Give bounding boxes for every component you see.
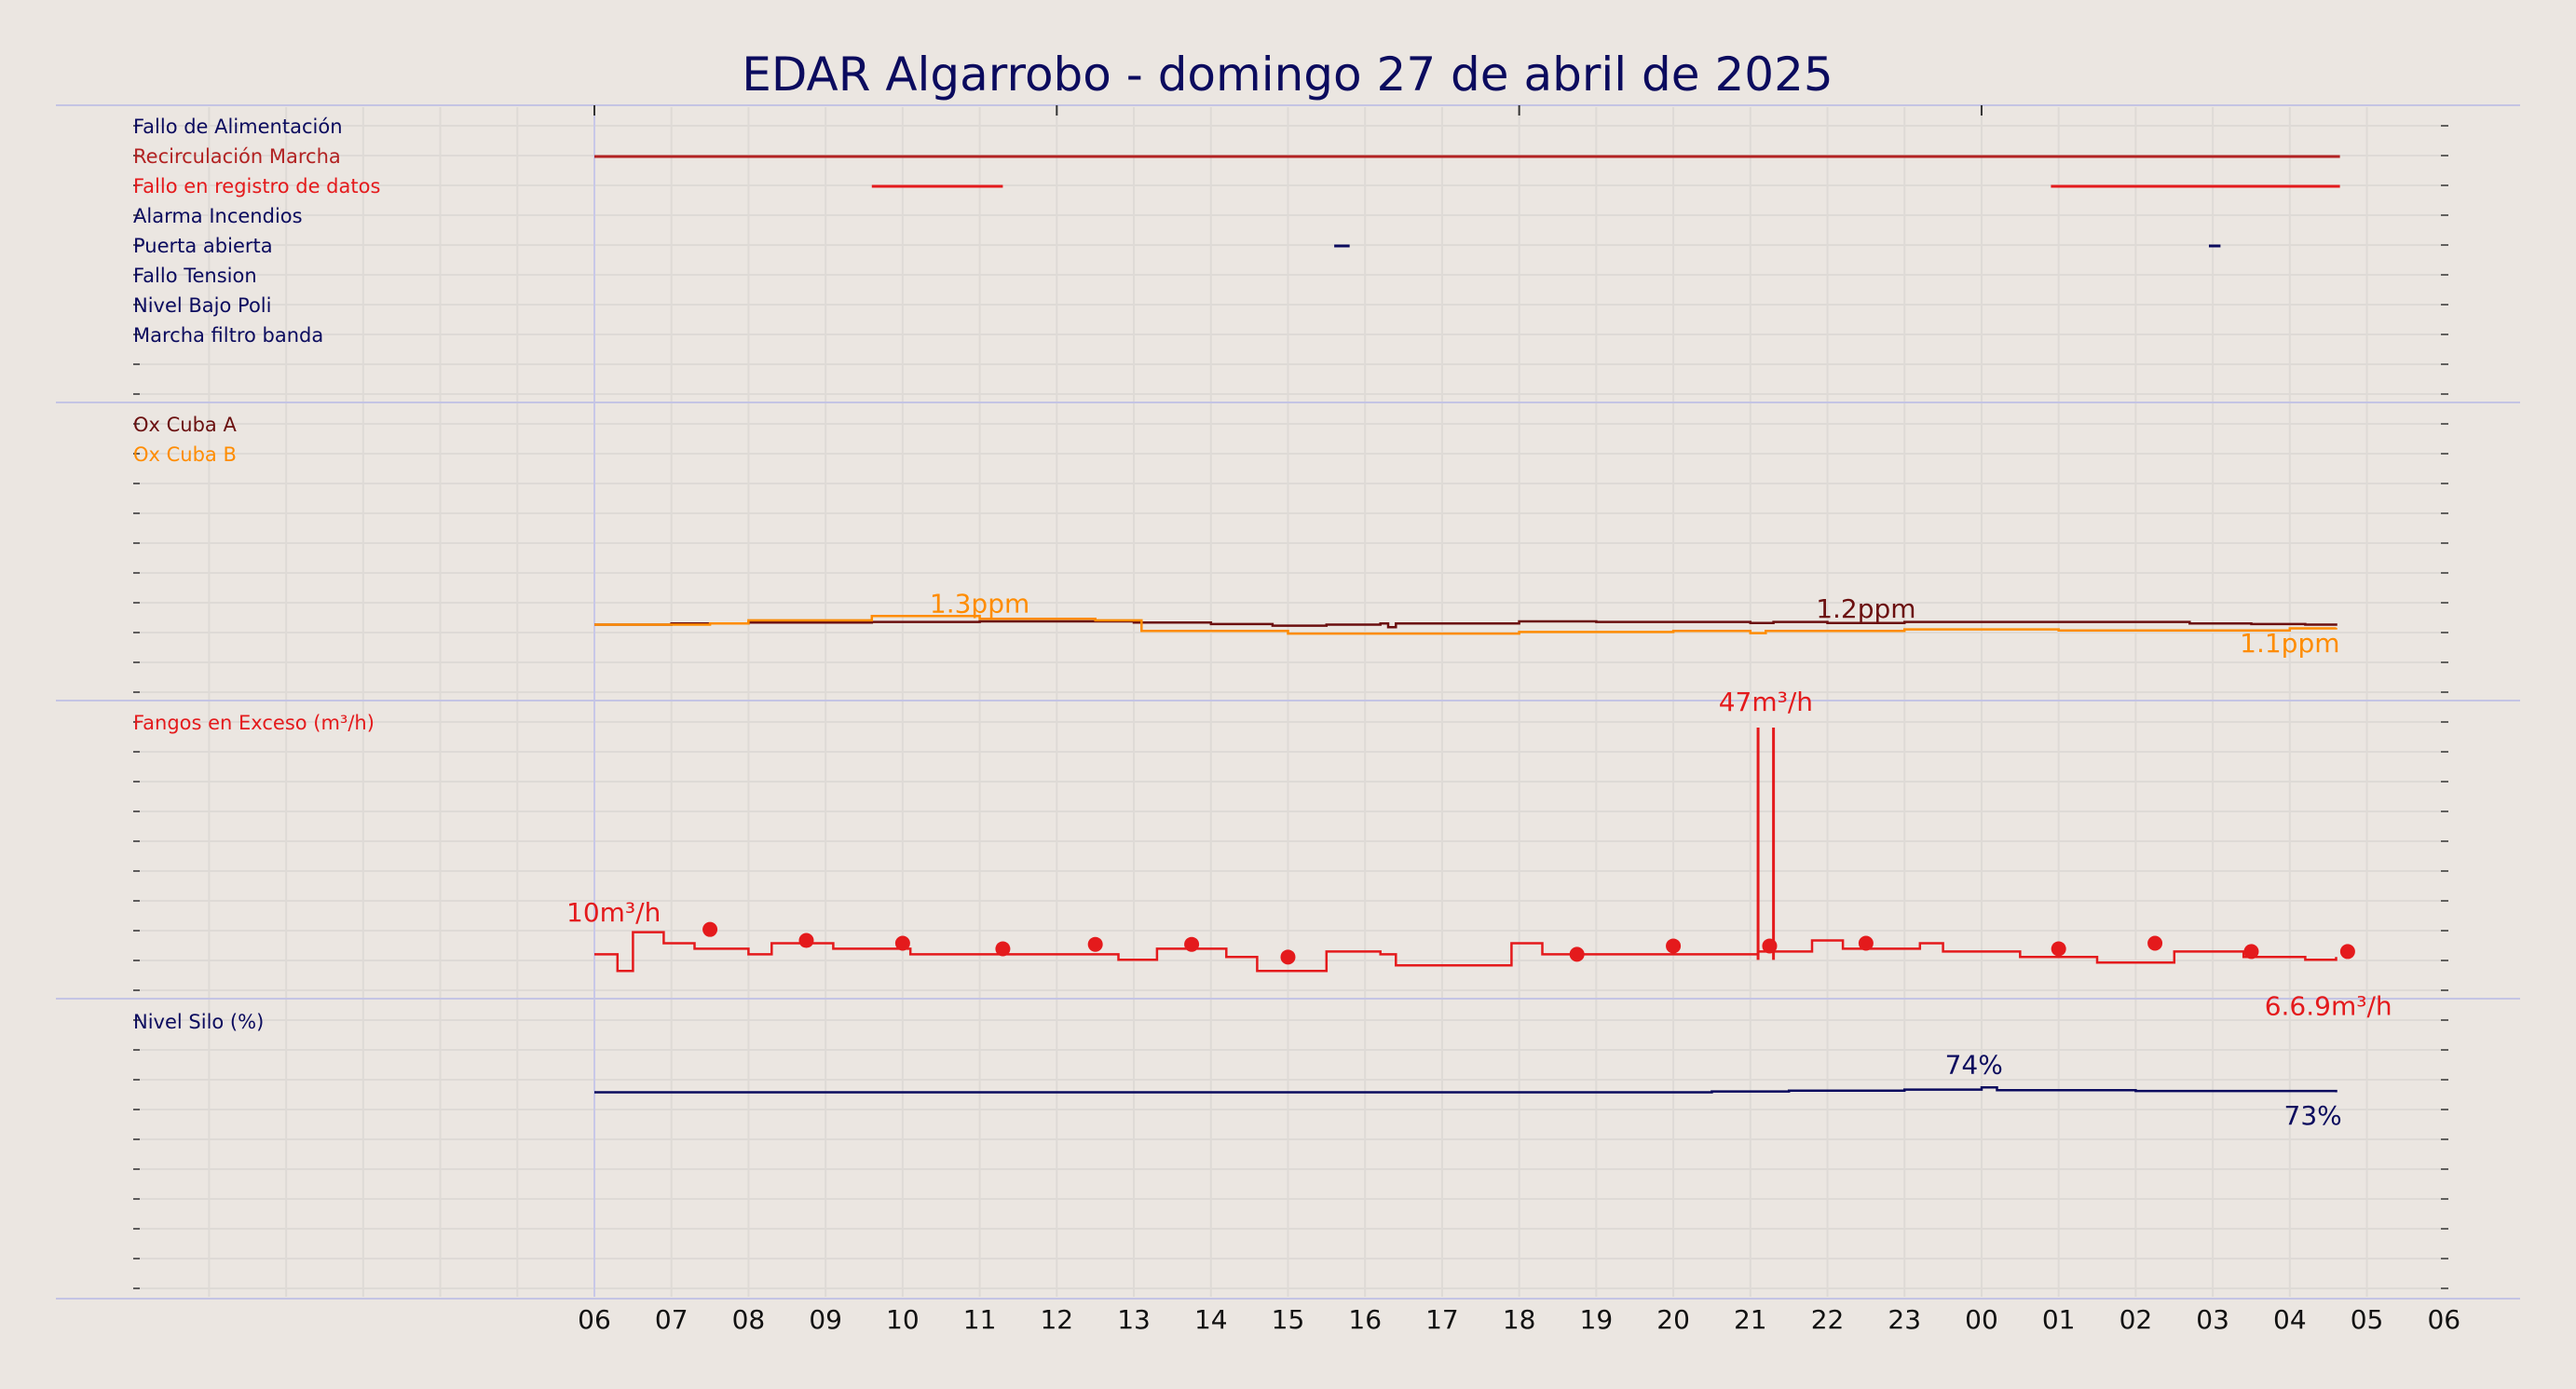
signal-label: Nivel Bajo Poli: [133, 294, 271, 317]
data-marker: [1087, 936, 1103, 952]
chart-title: EDAR Algarrobo - domingo 27 de abril de …: [742, 48, 1833, 102]
signal-label: Recirculación Marcha: [133, 145, 341, 168]
value-label: 1.2ppm: [1816, 593, 1915, 624]
data-marker: [1184, 936, 1200, 952]
x-tick-label: 00: [1965, 1304, 1998, 1335]
series-label: Fangos en Exceso (m³/h): [133, 712, 375, 734]
grid-layer: [133, 107, 2448, 1297]
value-label: 10m³/h: [566, 897, 661, 928]
data-marker: [2051, 941, 2066, 957]
x-tick-label: 04: [2273, 1304, 2307, 1335]
data-marker: [2147, 935, 2163, 951]
x-tick-label: 14: [1194, 1304, 1228, 1335]
data-marker: [2243, 944, 2259, 960]
signal-label: Puerta abierta: [133, 235, 273, 257]
x-tick-label: 03: [2196, 1304, 2229, 1335]
data-marker: [894, 935, 910, 951]
value-label: 1.1ppm: [2240, 628, 2339, 659]
data-marker: [995, 941, 1011, 957]
x-tick-label: 15: [1272, 1304, 1305, 1335]
annotations: 1.2ppm 1.3ppm 1.1ppm 10m³/h 47m³/h 6.6.9m³/h 7…: [566, 588, 2392, 1131]
x-tick-label: 06: [578, 1304, 611, 1335]
x-tick-label: 05: [2351, 1304, 2384, 1335]
x-tick-label: 02: [2119, 1304, 2153, 1335]
panel-separators: [56, 104, 2520, 1300]
value-label: 74%: [1945, 1049, 2003, 1080]
value-label: 73%: [2284, 1100, 2342, 1131]
data-marker: [1666, 938, 1682, 954]
x-tick-label: 11: [963, 1304, 997, 1335]
data-marker: [1858, 935, 1874, 951]
x-tick-label: 23: [1888, 1304, 1921, 1335]
signal-label: Fallo en registro de datos: [133, 175, 380, 197]
x-tick-label: 21: [1734, 1304, 1767, 1335]
x-tick-label: 06: [2427, 1304, 2460, 1335]
data-marker: [1762, 938, 1778, 954]
data-marker: [798, 933, 814, 948]
x-tick-label: 07: [655, 1304, 688, 1335]
signal-label: Fallo Tension: [133, 265, 257, 287]
signal-label: Marcha filtro banda: [133, 324, 323, 347]
data-marker: [2339, 944, 2355, 960]
x-tick-label: 17: [1425, 1304, 1459, 1335]
data-layer: [594, 155, 2355, 1094]
series-labels: Fallo de Alimentación Recirculación March…: [133, 116, 380, 1033]
x-axis-ticks: 06 07 08 09 10 11 12 13 14 15 16 17 18 19 20 21 22 23 00 01…: [578, 105, 2460, 1335]
value-label: 47m³/h: [1719, 687, 1813, 717]
series-label: Ox Cuba B: [133, 443, 237, 466]
data-marker: [1280, 949, 1296, 965]
series-line: [594, 1086, 2337, 1094]
signal-label: Alarma Incendios: [133, 205, 303, 227]
x-tick-label: 18: [1503, 1304, 1536, 1335]
x-tick-label: 20: [1656, 1304, 1690, 1335]
series-label: Nivel Silo (%): [133, 1011, 264, 1033]
series-line: [594, 615, 2337, 635]
x-tick-label: 10: [886, 1304, 920, 1335]
value-label: 1.3ppm: [930, 588, 1029, 619]
x-tick-label: 01: [2042, 1304, 2076, 1335]
x-tick-label: 22: [1811, 1304, 1845, 1335]
x-tick-label: 16: [1348, 1304, 1382, 1335]
x-tick-label: 13: [1117, 1304, 1151, 1335]
series-label: Ox Cuba A: [133, 414, 237, 436]
x-tick-label: 09: [809, 1304, 842, 1335]
series-line: [594, 931, 2337, 973]
data-marker: [702, 921, 718, 937]
signal-label: Fallo de Alimentación: [133, 116, 343, 138]
series-line: [594, 620, 2337, 629]
value-label: 6.6.9m³/h: [2265, 991, 2392, 1022]
data-marker: [1569, 946, 1585, 962]
x-tick-label: 19: [1580, 1304, 1614, 1335]
x-tick-label: 08: [732, 1304, 766, 1335]
x-tick-label: 12: [1040, 1304, 1073, 1335]
